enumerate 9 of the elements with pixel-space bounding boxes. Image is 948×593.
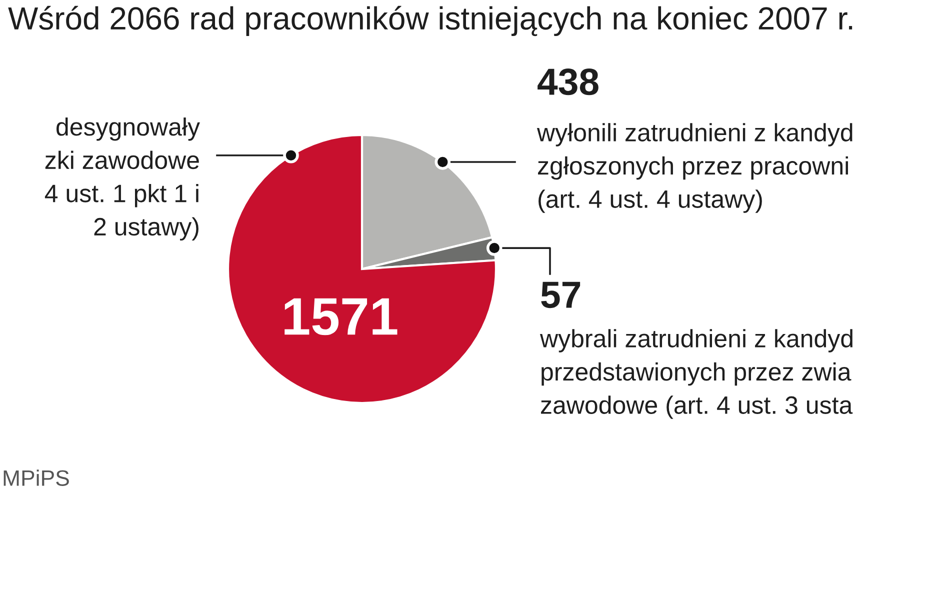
data-label: 1571: [284, 298, 398, 336]
data-label: 438: [538, 68, 598, 96]
data-label: 57: [541, 282, 580, 308]
text: MPiPS: [4, 470, 69, 486]
slice-label: wyłonili zatrudnieni z kandyd zgłoszonych przez pracowni (art. 4 ust. 4 ustawy): [536, 123, 852, 213]
slice-label: desygnowały zki zawodowe 4 ust. 1 pkt 1 i 2 ustawy): [44, 117, 200, 241]
chart-title: Wśród 2066 rad pracowników istniejących na koniec 2007 r.: [8, 6, 852, 36]
slice-label: wybrali zatrudnieni z kandyd przedstawionych przez zwia zawodowe (art. 4 ust. 3 usta: [540, 329, 853, 419]
pie-slice: [226, 134, 498, 404]
